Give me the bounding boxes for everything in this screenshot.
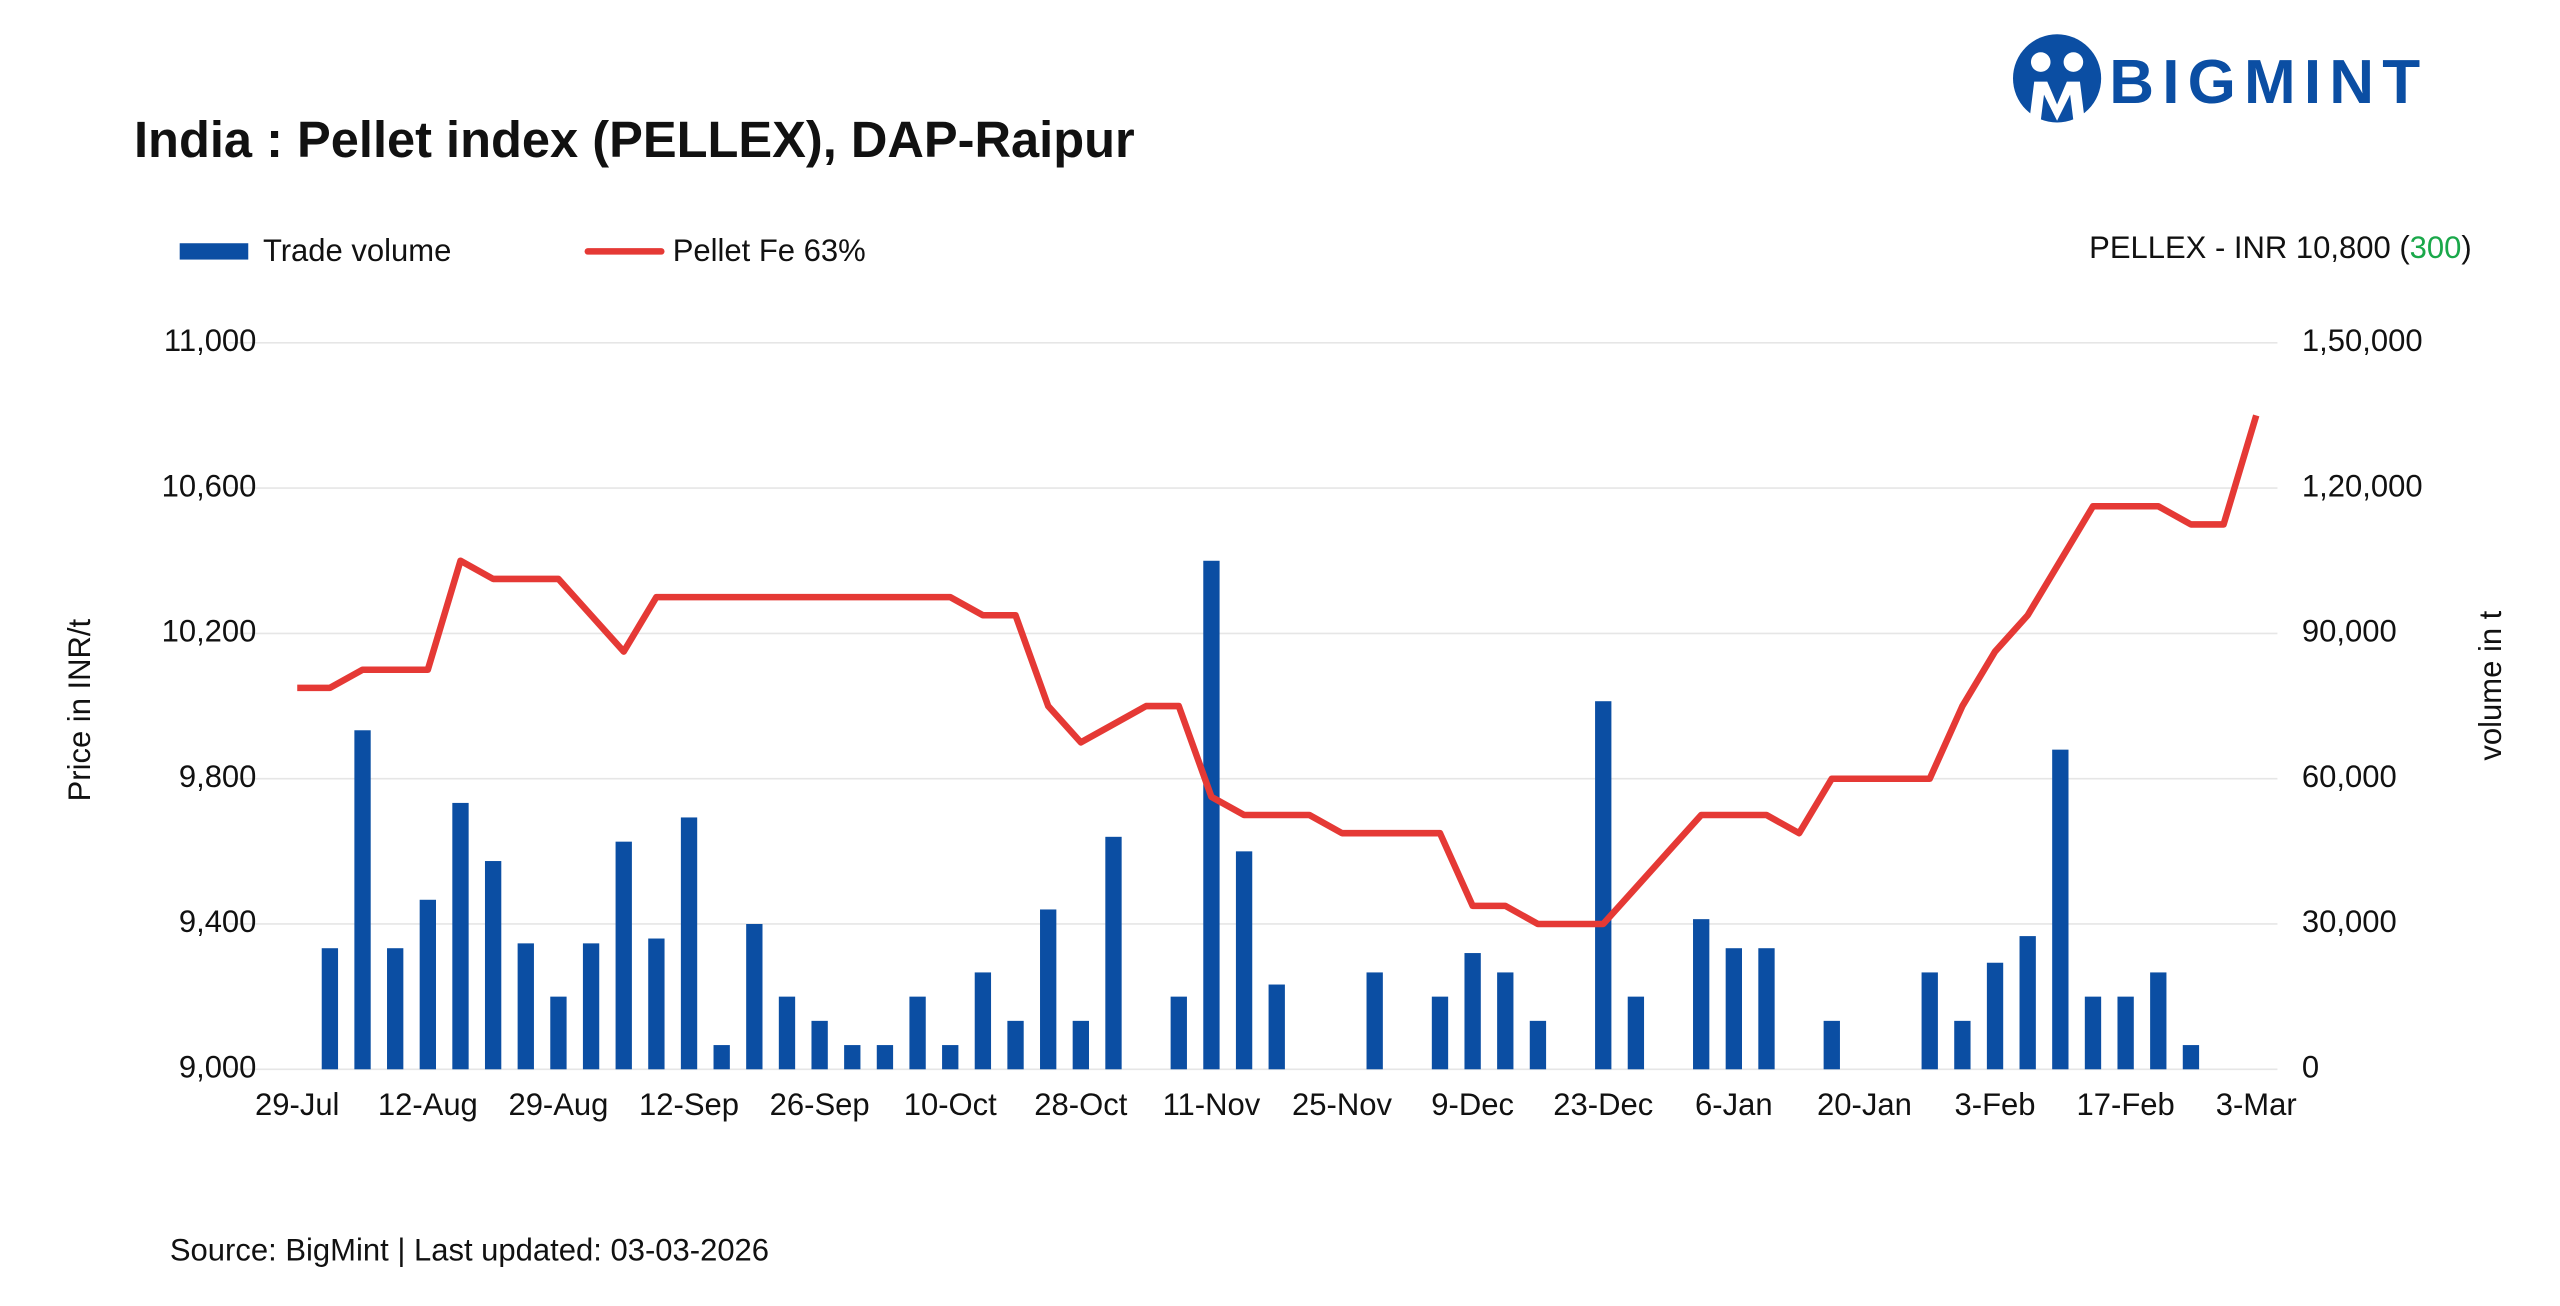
bar — [615, 841, 632, 1070]
bar — [354, 730, 371, 1070]
y2-tick-label: 30,000 — [2302, 904, 2397, 939]
x-tick-label: 20-Jan — [1817, 1087, 1912, 1122]
bar — [550, 996, 567, 1070]
bar — [2150, 972, 2167, 1070]
bar — [1235, 851, 1253, 1070]
y-tick-label: 10,200 — [162, 614, 257, 649]
legend-label: Trade volume — [263, 233, 451, 268]
bar — [713, 1045, 730, 1070]
x-tick-label: 17-Feb — [2077, 1087, 2175, 1122]
y-tick-label: 9,400 — [179, 904, 257, 939]
annotation-text: PELLEX - INR 10,800 ( — [2089, 230, 2410, 265]
y2-tick-label: 90,000 — [2302, 614, 2397, 649]
y-tick-label: 9,800 — [179, 759, 257, 794]
x-tick-label: 6-Jan — [1695, 1087, 1773, 1122]
bar — [1595, 701, 1612, 1070]
bar — [2084, 996, 2102, 1070]
chart-title: India : Pellet index (PELLEX), DAP-Raipu… — [134, 111, 1135, 168]
bar — [1725, 948, 1742, 1070]
bar — [844, 1045, 861, 1070]
bar — [1203, 560, 1220, 1070]
x-tick-label: 29-Aug — [508, 1087, 608, 1122]
bar — [1170, 996, 1187, 1070]
bar — [1007, 1020, 1024, 1070]
bar — [2019, 936, 2036, 1070]
bar — [1921, 972, 1938, 1070]
legend-label: Pellet Fe 63% — [673, 233, 866, 268]
bar — [1986, 962, 2004, 1070]
logo-icon — [2029, 81, 2085, 121]
y2-tick-label: 60,000 — [2302, 759, 2397, 794]
bar — [419, 899, 436, 1070]
bar — [909, 996, 926, 1070]
x-tick-label: 9-Dec — [1431, 1087, 1514, 1122]
bar — [648, 938, 665, 1070]
x-tick-label: 3-Feb — [1955, 1087, 2036, 1122]
annotation: PELLEX - INR 10,800 (300) — [2089, 230, 2472, 265]
x-tick-label: 23-Dec — [1553, 1087, 1653, 1122]
source-note: Source: BigMint | Last updated: 03-03-20… — [170, 1232, 769, 1267]
bar — [452, 802, 469, 1070]
logo-text: BIGMINT — [2109, 48, 2428, 117]
x-tick-label: 12-Sep — [639, 1087, 739, 1122]
logo: BIGMINT — [2012, 34, 2428, 123]
bar — [2052, 749, 2069, 1070]
bar — [1464, 953, 1481, 1070]
y-tick-label: 11,000 — [164, 323, 257, 358]
bar — [1497, 972, 1514, 1070]
bar — [1040, 909, 1057, 1070]
x-tick-label: 25-Nov — [1292, 1087, 1392, 1122]
y2-tick-label: 0 — [2302, 1049, 2319, 1084]
bar — [778, 996, 796, 1070]
bar — [1072, 1020, 1089, 1070]
bar — [1268, 984, 1285, 1070]
bar — [1366, 972, 1383, 1070]
bar — [2117, 996, 2134, 1070]
line — [297, 414, 2260, 928]
y-tick-label: 10,600 — [162, 468, 257, 503]
bar — [1693, 919, 1710, 1070]
bar — [876, 1045, 894, 1070]
x-tick-label: 28-Oct — [1034, 1087, 1127, 1122]
bar — [974, 972, 992, 1070]
bar — [1954, 1020, 1971, 1070]
bar — [680, 817, 698, 1070]
logo-icon — [2030, 52, 2051, 72]
bar — [321, 948, 339, 1070]
bar — [746, 923, 763, 1070]
y-axis-label: Price in INR/t — [62, 618, 97, 801]
bar — [1105, 836, 1122, 1070]
bar — [1758, 948, 1775, 1070]
y2-tick-label: 1,50,000 — [2302, 323, 2423, 358]
bar — [387, 948, 404, 1070]
y2-axis-label: volume in t — [2473, 610, 2508, 760]
y-tick-label: 9,000 — [179, 1049, 257, 1084]
x-tick-label: 26-Sep — [770, 1087, 870, 1122]
bar — [942, 1045, 959, 1070]
bar — [582, 943, 600, 1070]
logo-icon — [2063, 52, 2084, 72]
x-tick-label: 10-Oct — [904, 1087, 997, 1122]
x-tick-label: 29-Jul — [255, 1087, 339, 1122]
x-tick-label: 11-Nov — [1163, 1087, 1261, 1122]
legend-swatch — [179, 243, 249, 260]
bar — [517, 943, 534, 1070]
bar — [2182, 1045, 2200, 1070]
y2-tick-label: 1,20,000 — [2302, 468, 2423, 503]
annotation-text: ) — [2461, 230, 2471, 265]
bar — [1431, 996, 1449, 1070]
bar — [811, 1020, 828, 1070]
x-tick-label: 12-Aug — [378, 1087, 478, 1122]
annotation-change: 300 — [2410, 230, 2462, 265]
bar — [1529, 1020, 1547, 1070]
bar — [1823, 1020, 1840, 1070]
bar — [484, 861, 502, 1070]
x-tick-label: 3-Mar — [2216, 1087, 2297, 1122]
bar — [1627, 996, 1645, 1070]
